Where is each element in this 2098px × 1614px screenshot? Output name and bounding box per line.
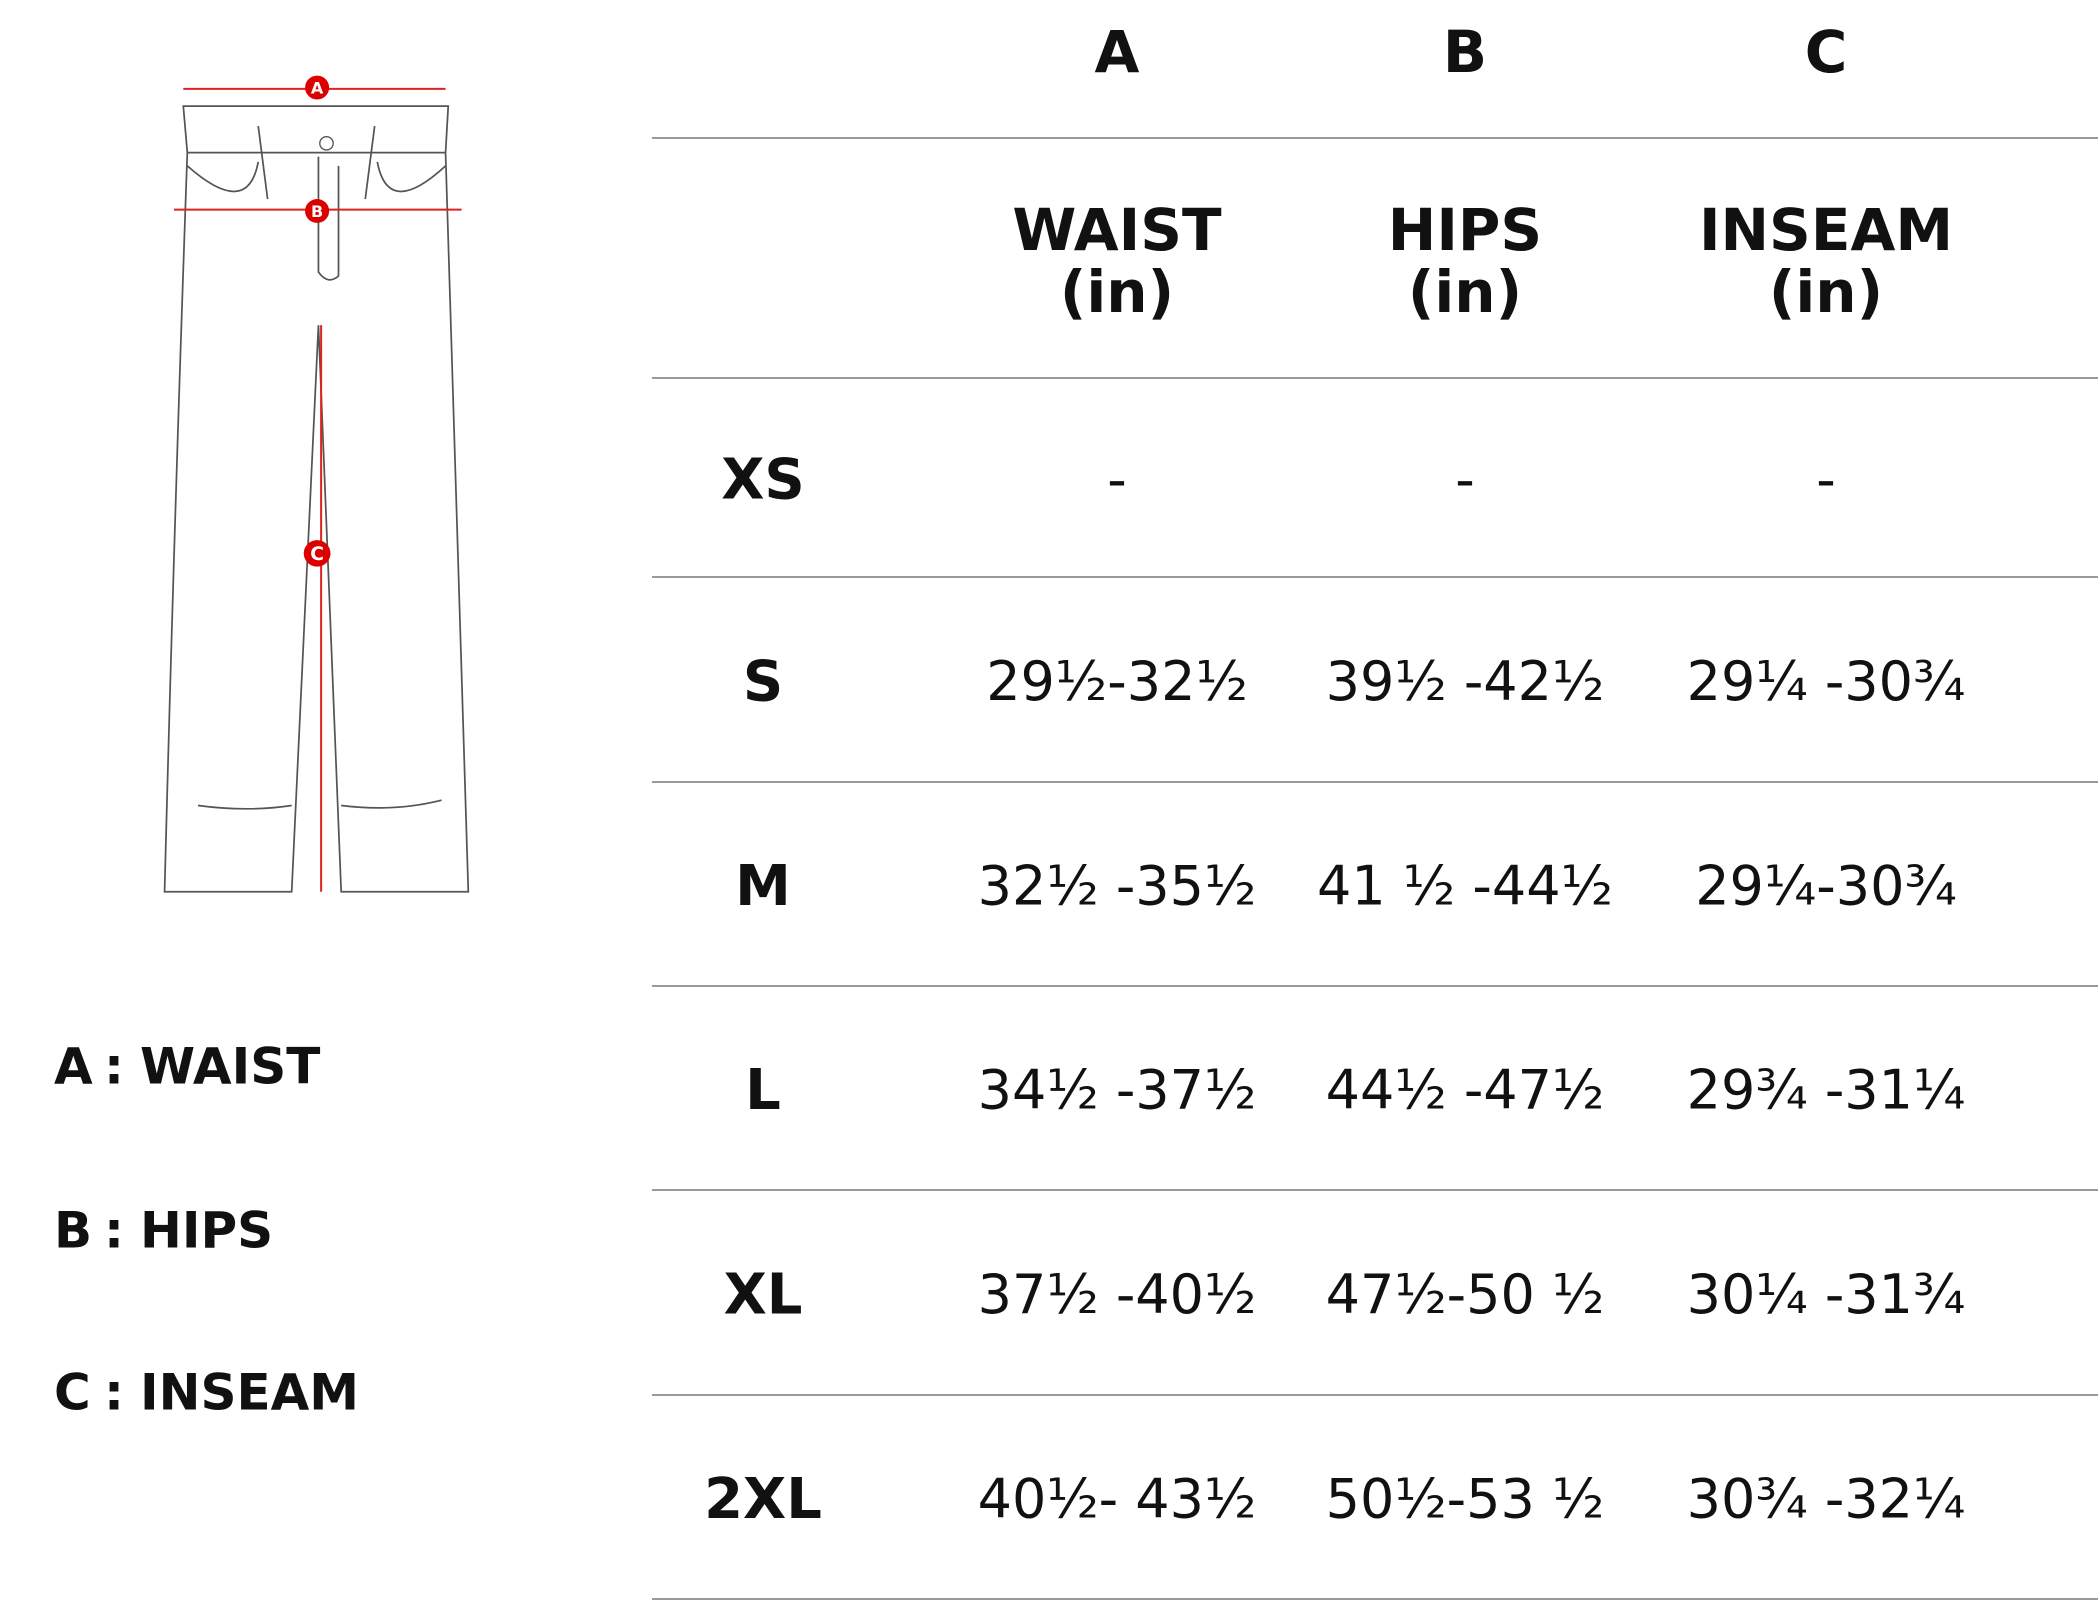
column-letter: C — [1805, 18, 1848, 86]
legend-label: INSEAM — [140, 1364, 359, 1422]
legend-separator: : — [104, 1038, 124, 1096]
column-unit: (in) — [1408, 258, 1522, 326]
column-unit: (in) — [1769, 258, 1883, 326]
measurement: 32½ -35½ — [978, 855, 1257, 918]
measurement: 29¼ -30¾ — [1687, 650, 1966, 713]
measurement: 39½ -42½ — [1326, 650, 1605, 713]
measurement: 50½-53 ½ — [1326, 1468, 1605, 1531]
legend-letter: A — [54, 1038, 93, 1096]
measurement: 29½-32½ — [986, 650, 1248, 713]
legend-label: WAIST — [140, 1038, 320, 1096]
marker-label: B — [311, 202, 323, 221]
column-name: INSEAM — [1699, 196, 1953, 264]
size-label: M — [735, 854, 791, 919]
column-letter: B — [1443, 18, 1487, 86]
legend-separator: : — [104, 1364, 124, 1422]
measurement: 44½ -47½ — [1326, 1059, 1605, 1122]
pants-diagram: A B C — [163, 75, 470, 893]
measurement: 30¾ -32¼ — [1687, 1468, 1966, 1531]
legend-letter: B — [54, 1202, 92, 1260]
column-letter: A — [1095, 18, 1140, 86]
measurement: 29¼-30¾ — [1695, 855, 1957, 918]
measurement: 34½ -37½ — [978, 1059, 1257, 1122]
column-unit: (in) — [1060, 258, 1174, 326]
legend-label: HIPS — [140, 1202, 273, 1260]
legend-letter: C — [54, 1364, 91, 1422]
legend-separator: : — [104, 1202, 124, 1260]
measurement: - — [1455, 448, 1475, 511]
column-name: HIPS — [1388, 196, 1542, 264]
marker-label: A — [311, 78, 324, 97]
size-label: XS — [721, 448, 805, 513]
measurement: - — [1816, 448, 1836, 511]
column-name: WAIST — [1012, 196, 1222, 264]
measurement: 41 ½ -44½ — [1317, 855, 1613, 918]
measurement: 29¾ -31¼ — [1687, 1059, 1966, 1122]
size-label: 2XL — [704, 1467, 822, 1532]
size-label: XL — [724, 1263, 803, 1328]
marker-label: C — [310, 544, 324, 565]
measurement: - — [1107, 448, 1127, 511]
measurement: 47½-50 ½ — [1326, 1263, 1605, 1326]
measurement: 30¼ -31¾ — [1687, 1263, 1966, 1326]
size-label: S — [743, 650, 783, 715]
measurement: 37½ -40½ — [978, 1263, 1257, 1326]
size-label: L — [745, 1058, 781, 1123]
measurement: 40½- 43½ — [978, 1468, 1257, 1531]
